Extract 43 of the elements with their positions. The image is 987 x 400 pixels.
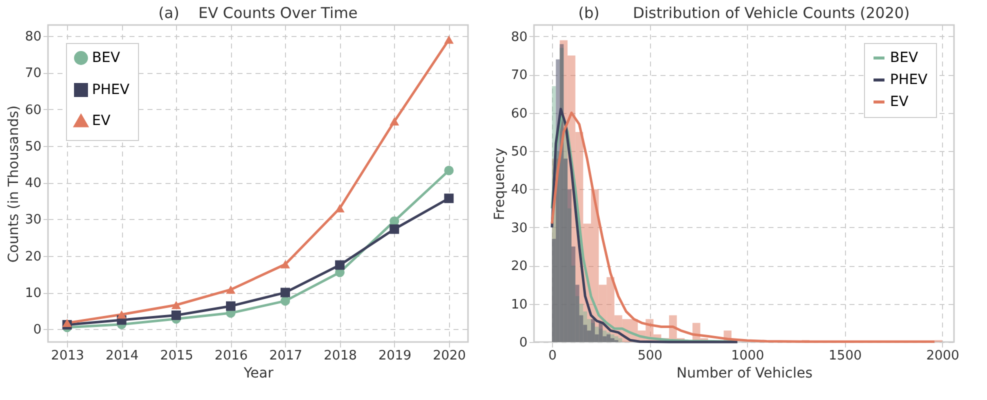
x-axis-title: Number of Vehicles — [676, 366, 812, 382]
x-tick-label: 2018 — [324, 348, 357, 364]
y-tick-label: 0 — [519, 336, 528, 350]
legend-label: PHEV — [890, 72, 928, 88]
legend-label: BEV — [890, 50, 918, 66]
x-tick-label: 2017 — [269, 348, 302, 364]
y-tick-label: 30 — [24, 212, 42, 228]
y-tick-label: 10 — [24, 286, 42, 302]
x-tick-label: 2013 — [51, 348, 84, 364]
y-tick-label: 60 — [510, 106, 528, 122]
y-axis-title: Frequency — [492, 148, 508, 220]
x-tick-label: 2016 — [214, 348, 248, 364]
y-tick-label: 70 — [24, 66, 42, 82]
chart-title: (a) EV Counts Over Time — [158, 4, 358, 22]
y-tick-label: 50 — [510, 144, 528, 160]
y-tick-label: 20 — [24, 249, 42, 264]
y-tick-label: 30 — [510, 220, 528, 236]
x-tick-label: 2015 — [160, 348, 194, 364]
x-tick-label: 2014 — [106, 348, 139, 364]
legend-label: EV — [890, 94, 909, 110]
y-tick-label: 80 — [510, 30, 528, 45]
x-tick-label: 1000 — [731, 348, 764, 364]
x-tick-label: 1500 — [828, 348, 862, 364]
x-tick-label: 2000 — [926, 348, 960, 364]
x-axis-title: Year — [242, 366, 274, 382]
y-tick-label: 80 — [24, 29, 42, 44]
y-tick-label: 10 — [510, 297, 528, 312]
legend-label: BEV — [92, 50, 120, 66]
y-axis-title: Counts (in Thousands) — [6, 105, 22, 263]
y-tick-label: 60 — [24, 102, 42, 118]
y-tick-label: 0 — [33, 322, 42, 338]
x-tick-label: 0 — [548, 348, 557, 364]
y-tick-label: 40 — [24, 176, 42, 192]
x-tick-label: 2019 — [378, 348, 412, 364]
x-tick-label: 2020 — [432, 348, 466, 364]
y-tick-label: 40 — [510, 182, 528, 198]
legend-label: EV — [92, 113, 111, 129]
x-tick-label: 500 — [638, 348, 662, 364]
y-tick-label: 70 — [510, 68, 528, 84]
y-tick-label: 50 — [24, 139, 42, 154]
y-tick-label: 20 — [510, 259, 528, 274]
legend-label: PHEV — [92, 82, 130, 98]
chart-title: (b) Distribution of Vehicle Counts (2020) — [578, 4, 910, 22]
